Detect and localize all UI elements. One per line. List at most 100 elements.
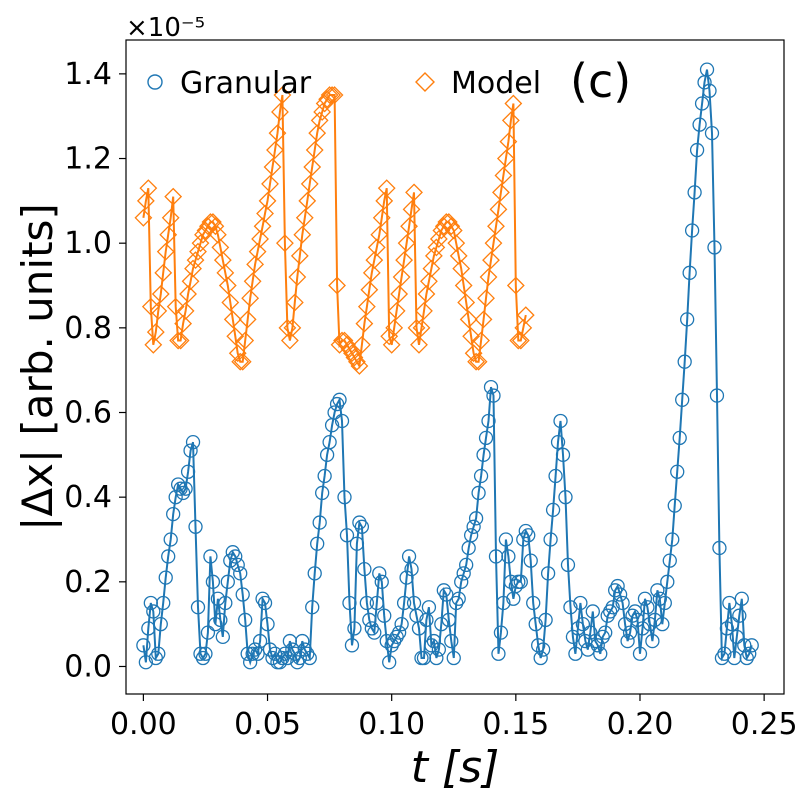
data-point-model [335,331,354,350]
data-point-granular [627,604,643,619]
data-point-model [452,259,471,278]
data-point-granular [267,646,283,661]
data-point-model [345,348,364,367]
data-point-granular [349,536,365,551]
data-point-granular [384,638,399,653]
series-line-granular [142,69,753,666]
data-point-granular [630,612,645,628]
data-point-model [134,208,153,227]
data-point-granular [158,570,173,585]
data-point-granular [252,633,268,649]
data-point-granular [493,625,509,640]
legend: Granular Model [147,66,541,101]
data-point-model [169,331,188,350]
data-point-model [439,213,458,231]
series-model [134,86,535,375]
data-point-model [144,335,163,354]
data-point-granular [652,591,667,606]
data-point-model [343,344,361,363]
data-point-granular [454,574,469,589]
data-point-granular [411,621,427,636]
data-point-granular [300,646,315,661]
data-point-granular [290,655,305,670]
data-point-granular [344,638,360,653]
data-point-model [514,318,533,337]
data-point-model [397,234,416,253]
data-point-model [236,331,255,350]
data-point-model [248,242,267,261]
data-point-granular [491,646,506,661]
data-point-granular [347,621,362,636]
x-axis-title: t [s] [411,742,500,793]
data-point-granular [220,574,235,589]
data-point-granular [699,62,715,77]
data-point-model [226,327,245,346]
data-point-granular [563,600,578,615]
data-point-granular [297,642,312,657]
data-point-model [412,318,431,337]
data-point-granular [565,629,581,645]
data-point-model [228,344,247,363]
data-point-granular [578,633,593,649]
data-point-granular [451,591,466,606]
data-point-granular [307,566,322,581]
data-point-granular [622,625,638,640]
data-point-model [464,344,483,363]
data-point-granular [456,566,471,581]
data-point-granular [208,617,223,632]
data-point-granular [431,642,447,657]
data-point-model [283,318,302,337]
data-point-model [330,335,349,354]
data-point-granular [247,642,263,657]
data-point-granular [203,549,218,564]
data-point-granular [190,600,206,615]
data-point-model [295,208,314,227]
data-point-granular [608,583,623,598]
data-point-model [139,179,158,198]
data-point-granular [471,485,486,501]
data-point-granular [508,578,523,594]
data-point-granular [598,625,613,640]
data-point-granular [372,566,387,581]
data-point-model [268,124,287,143]
data-point-granular [704,125,720,141]
data-point-granular [575,617,591,632]
data-point-granular [185,434,201,450]
panel-label: (c) [570,54,631,108]
data-point-model [146,323,165,341]
data-point-model [166,297,185,316]
data-point-model [479,268,498,286]
data-point-model [194,225,212,244]
data-point-model [308,124,327,143]
data-point-granular [588,633,603,649]
x-tick-label: 0.20 [607,707,674,742]
data-point-granular [136,638,151,653]
data-point-model [375,191,394,210]
data-point-granular [223,553,238,568]
data-point-granular [441,612,456,628]
data-point-granular [680,312,695,327]
data-point-model [261,175,279,193]
data-point-granular [327,405,342,420]
data-point-granular [521,528,536,543]
data-point-granular [526,595,541,611]
data-point-granular [317,468,332,484]
data-point-granular [230,557,245,573]
data-point-granular [387,633,402,649]
data-point-model [504,94,523,113]
series-granular [136,62,759,670]
data-point-model [320,86,339,104]
data-point-granular [657,595,672,611]
data-point-granular [205,574,221,589]
data-point-model [467,352,486,371]
data-point-granular [399,570,414,585]
data-point-granular [161,549,176,564]
data-point-granular [535,642,551,657]
data-point-model [231,352,250,371]
data-point-granular [394,617,409,632]
data-point-granular [359,595,375,611]
data-point-granular [724,617,740,632]
data-point-model [487,217,505,236]
data-point-model [442,217,461,236]
data-point-model [367,238,386,257]
